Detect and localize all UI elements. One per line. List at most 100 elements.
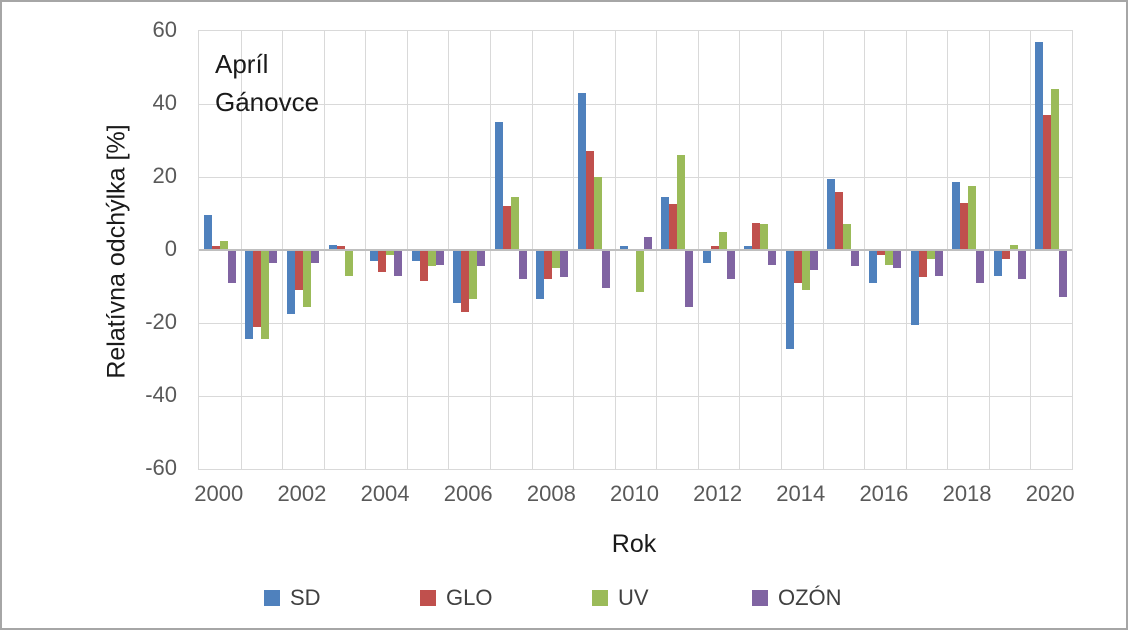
bar-ozón-2012 — [726, 250, 735, 280]
bar-uv-2013 — [760, 224, 769, 250]
bar-sd-2000 — [203, 215, 212, 250]
x-tick-label-2016: 2016 — [859, 481, 909, 506]
x-tick-label-2010: 2010 — [610, 481, 659, 506]
bar-sd-2003 — [328, 244, 337, 250]
bar-ozón-2007 — [518, 250, 527, 280]
bar-sd-2014 — [785, 250, 794, 349]
bar-uv-2000 — [219, 240, 228, 250]
bar-sd-2012 — [702, 250, 711, 263]
bar-sd-2010 — [619, 246, 628, 250]
legend-label-ozón: OZÓN — [778, 585, 842, 610]
annotation-line-1: Apríl — [215, 49, 269, 79]
bar-ozón-2004 — [394, 250, 403, 276]
legend-marker-ozón — [752, 590, 768, 606]
y-tick-label--20: -20 — [145, 309, 177, 334]
bar-uv-2016 — [884, 250, 893, 265]
bar-uv-2020 — [1051, 89, 1060, 250]
bar-uv-2011 — [677, 155, 686, 250]
bar-uv-2003 — [344, 250, 353, 276]
bar-sd-2001 — [245, 250, 254, 340]
x-tick-label-2012: 2012 — [693, 481, 743, 506]
bar-ozón-2005 — [435, 250, 444, 265]
gridline-horizontal — [199, 104, 1072, 105]
bar-ozón-2000 — [227, 250, 236, 283]
bar-glo-2003 — [336, 246, 345, 250]
x-tick-label-2018: 2018 — [942, 481, 992, 506]
bar-glo-2017 — [918, 250, 927, 278]
annotation-line-2: Gánovce — [215, 87, 320, 117]
y-tick-label--40: -40 — [145, 382, 177, 407]
bar-ozón-2006 — [477, 250, 486, 267]
zero-axis-line — [199, 249, 1072, 251]
bar-uv-2008 — [552, 250, 561, 269]
bar-ozón-2008 — [560, 250, 569, 278]
bar-uv-2019 — [1009, 244, 1018, 250]
bar-sd-2018 — [952, 182, 961, 250]
x-tick-label-2000: 2000 — [194, 481, 244, 506]
bar-sd-2017 — [910, 250, 919, 325]
bar-ozón-2020 — [1059, 250, 1068, 298]
gridline-horizontal — [199, 177, 1072, 178]
x-tick-label-2008: 2008 — [526, 481, 576, 506]
bar-ozón-2015 — [851, 250, 860, 267]
bar-ozón-2018 — [976, 250, 985, 283]
bar-glo-2007 — [502, 206, 511, 250]
bar-sd-2008 — [536, 250, 545, 300]
y-tick-label-60: 60 — [152, 17, 177, 42]
y-tick-label--60: -60 — [145, 455, 177, 480]
gridline-horizontal — [199, 323, 1072, 324]
bar-glo-2001 — [253, 250, 262, 327]
gridline-horizontal — [199, 396, 1072, 397]
bar-ozón-2016 — [892, 250, 901, 269]
bar-uv-2001 — [261, 250, 270, 340]
bar-ozón-2014 — [809, 250, 818, 271]
bar-glo-2015 — [835, 191, 844, 250]
legend-item-ozón: OZÓN — [752, 585, 842, 611]
bar-uv-2015 — [843, 224, 852, 250]
bar-ozón-2019 — [1017, 250, 1026, 280]
bar-ozón-2001 — [269, 250, 278, 263]
legend-marker-uv — [592, 590, 608, 606]
bar-ozón-2010 — [643, 237, 652, 250]
bar-ozón-2011 — [685, 250, 694, 307]
bar-glo-2011 — [669, 204, 678, 250]
bar-glo-2002 — [294, 250, 303, 291]
bar-glo-2020 — [1043, 114, 1052, 250]
bar-glo-2014 — [793, 250, 802, 283]
x-axis-title: Rok — [611, 530, 657, 558]
legend-item-uv: UV — [592, 585, 649, 611]
legend-marker-sd — [264, 590, 280, 606]
bar-glo-2006 — [461, 250, 470, 313]
legend-label-glo: GLO — [446, 585, 493, 610]
bar-sd-2015 — [827, 178, 836, 250]
bar-ozón-2013 — [768, 250, 777, 265]
legend-marker-glo — [420, 590, 436, 606]
bar-uv-2004 — [386, 250, 395, 256]
bar-glo-2009 — [585, 151, 594, 250]
bar-glo-2016 — [876, 250, 885, 256]
x-tick-label-2004: 2004 — [360, 481, 410, 506]
bar-uv-2005 — [427, 250, 436, 267]
bar-sd-2011 — [661, 197, 670, 250]
bar-sd-2016 — [868, 250, 877, 283]
bar-glo-2000 — [211, 246, 220, 250]
legend: SD GLO UV OZÓN — [2, 585, 1128, 615]
bar-uv-2002 — [302, 250, 311, 307]
bar-uv-2014 — [801, 250, 810, 291]
y-tick-label-40: 40 — [152, 90, 177, 115]
legend-label-uv: UV — [618, 585, 649, 610]
bar-sd-2009 — [577, 93, 586, 250]
bar-glo-2018 — [960, 202, 969, 250]
bar-glo-2012 — [710, 246, 719, 250]
bar-sd-2007 — [494, 122, 503, 250]
x-tick-label-2006: 2006 — [443, 481, 493, 506]
bar-glo-2019 — [1001, 250, 1010, 260]
x-tick-label-2020: 2020 — [1025, 481, 1075, 506]
bar-uv-2012 — [718, 231, 727, 250]
bar-glo-2008 — [544, 250, 553, 280]
bar-uv-2006 — [469, 250, 478, 300]
bar-ozón-2017 — [934, 250, 943, 276]
legend-item-glo: GLO — [420, 585, 492, 611]
